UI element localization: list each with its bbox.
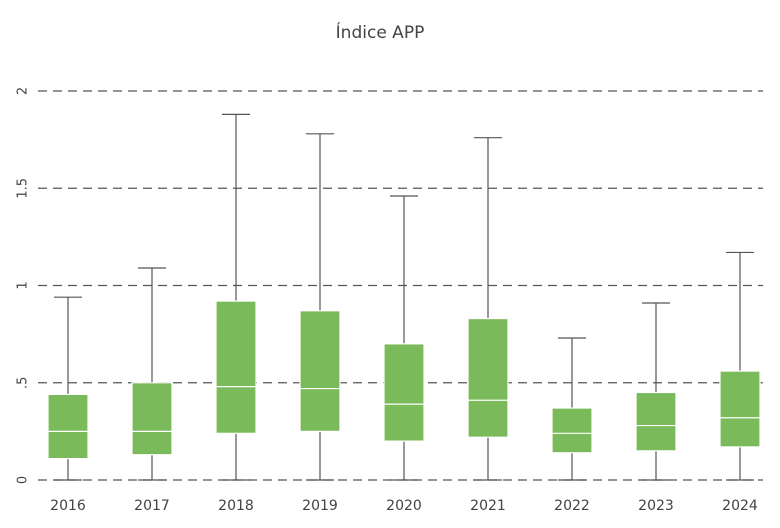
x-tick-label: 2016 bbox=[50, 498, 86, 514]
iqr-box bbox=[215, 300, 257, 434]
y-tick-label: 2 bbox=[16, 87, 31, 95]
x-axis: 2016 2017 2018 2019 2020 2021 2022 2023 2024 bbox=[50, 498, 758, 514]
x-tick-label: 2018 bbox=[218, 498, 254, 514]
box-2017 bbox=[131, 267, 173, 481]
x-tick-label: 2022 bbox=[554, 498, 590, 514]
boxes bbox=[47, 113, 761, 481]
iqr-box bbox=[551, 407, 593, 454]
y-tick-label: 0 bbox=[16, 476, 31, 484]
chart-title: Índice APP bbox=[336, 21, 425, 43]
y-tick-label: 1 bbox=[16, 281, 31, 289]
y-axis: 0 .5 1 1.5 2 bbox=[16, 87, 31, 484]
x-tick-label: 2021 bbox=[470, 498, 506, 514]
iqr-box bbox=[719, 370, 761, 448]
box-2024 bbox=[719, 251, 761, 481]
x-tick-label: 2020 bbox=[386, 498, 422, 514]
box-2016 bbox=[47, 296, 89, 481]
box-2022 bbox=[551, 337, 593, 481]
iqr-box bbox=[383, 343, 425, 442]
iqr-box bbox=[47, 393, 89, 460]
box-2021 bbox=[467, 137, 509, 481]
iqr-box bbox=[131, 382, 173, 456]
y-tick-label: 1.5 bbox=[16, 178, 31, 199]
box-2023 bbox=[635, 302, 677, 481]
x-tick-label: 2019 bbox=[302, 498, 338, 514]
iqr-box bbox=[467, 317, 509, 438]
x-tick-label: 2024 bbox=[722, 498, 758, 514]
y-tick-label: .5 bbox=[16, 377, 31, 389]
box-2019 bbox=[299, 133, 341, 481]
box-2018 bbox=[215, 113, 257, 481]
x-tick-label: 2017 bbox=[134, 498, 170, 514]
iqr-box bbox=[635, 391, 677, 452]
iqr-box bbox=[299, 310, 341, 432]
x-tick-label: 2023 bbox=[638, 498, 674, 514]
box-2020 bbox=[383, 195, 425, 481]
